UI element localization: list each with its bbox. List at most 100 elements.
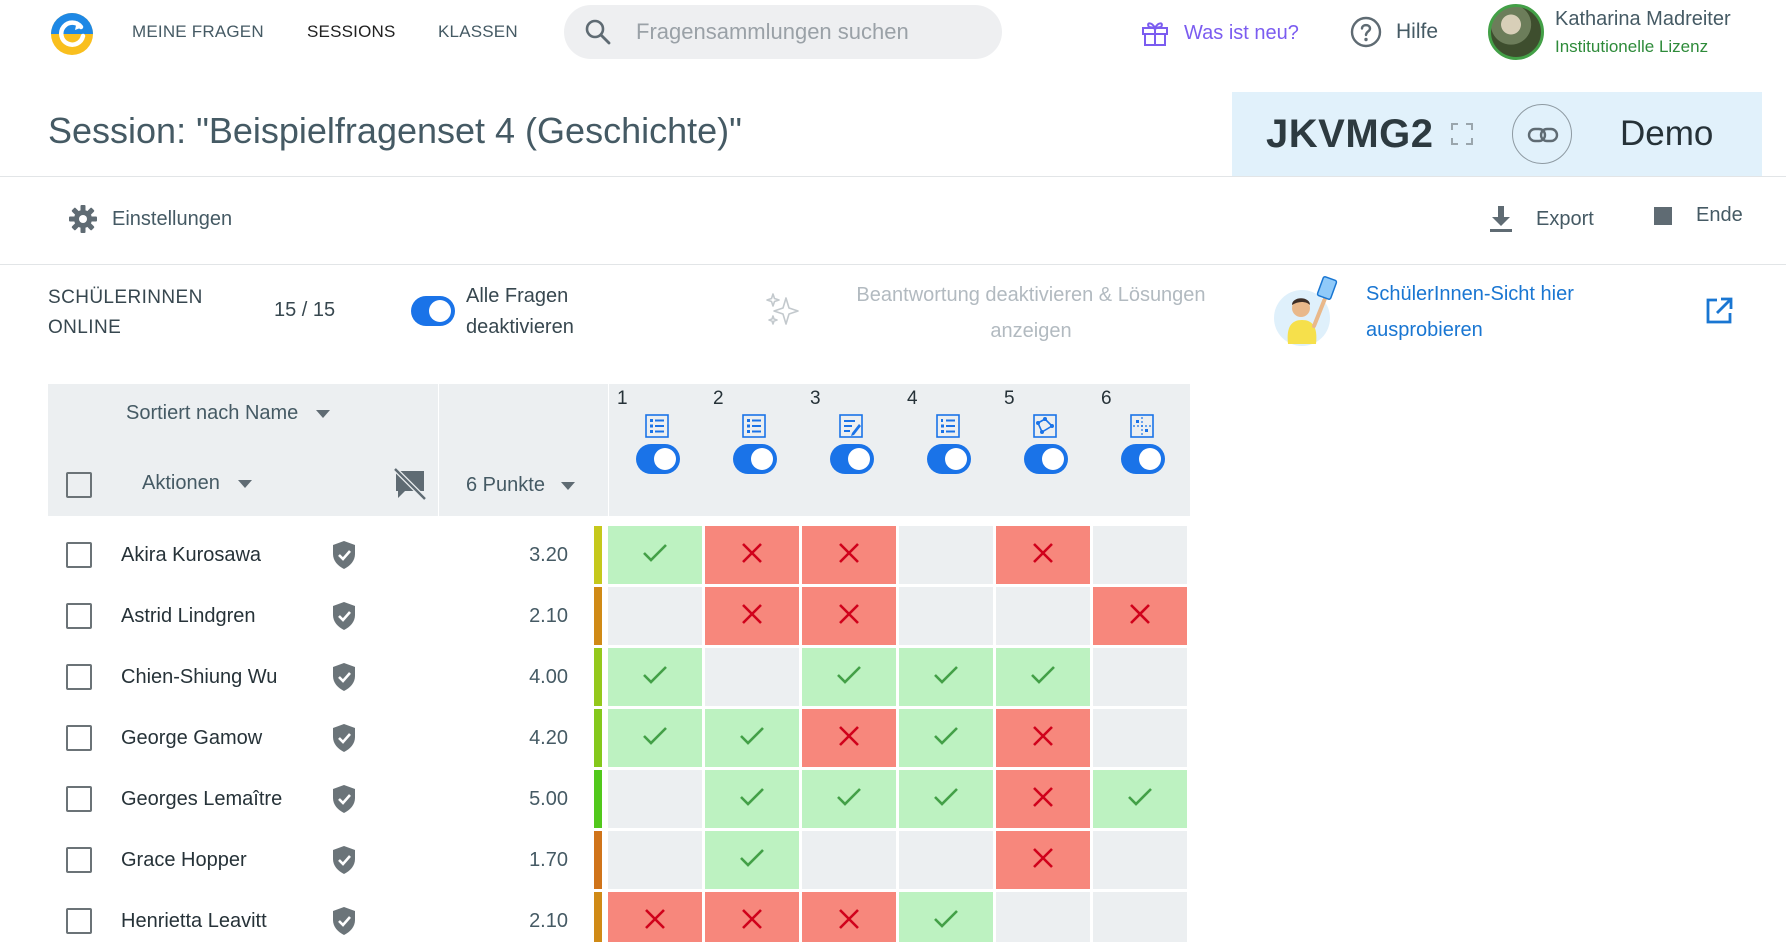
cross-icon: [1032, 725, 1054, 752]
student-name[interactable]: Grace Hopper: [121, 849, 247, 871]
answer-cell-q6[interactable]: [1093, 770, 1187, 828]
answer-cell-q5[interactable]: [996, 709, 1090, 767]
question-toggle-4[interactable]: [927, 444, 971, 474]
check-icon: [739, 726, 765, 751]
answer-cell-q2[interactable]: [705, 892, 799, 942]
answer-cell-q3[interactable]: [802, 587, 896, 645]
question-number: 4: [907, 388, 918, 409]
answer-cell-q1[interactable]: [608, 648, 702, 706]
row-checkbox[interactable]: [66, 603, 92, 629]
sort-dropdown[interactable]: Sortiert nach Name: [126, 402, 331, 425]
answer-cell-q4[interactable]: [899, 587, 993, 645]
check-icon: [739, 848, 765, 873]
student-name[interactable]: Chien-Shiung Wu: [121, 666, 278, 688]
answer-cell-q3[interactable]: [802, 831, 896, 889]
question-number: 3: [810, 388, 821, 409]
avatar[interactable]: [1488, 4, 1544, 60]
answer-cell-q3[interactable]: [802, 709, 896, 767]
score-bar: [594, 587, 602, 645]
answer-cell-q6[interactable]: [1093, 892, 1187, 942]
answer-cell-q2[interactable]: [705, 526, 799, 584]
answer-cell-q4[interactable]: [899, 526, 993, 584]
reveal-solutions-button[interactable]: Beantwortung deaktivieren & Lösungen anz…: [856, 284, 1206, 342]
answer-cell-q4[interactable]: [899, 648, 993, 706]
end-session-button[interactable]: Ende: [1652, 204, 1743, 227]
row-checkbox[interactable]: [66, 542, 92, 568]
row-checkbox[interactable]: [66, 786, 92, 812]
nav-klassen[interactable]: KLASSEN: [438, 22, 518, 41]
answer-cell-q3[interactable]: [802, 526, 896, 584]
app-logo-icon[interactable]: [50, 12, 94, 56]
student-illustration-icon: [1274, 276, 1338, 346]
question-toggle-6[interactable]: [1121, 444, 1165, 474]
fullscreen-icon[interactable]: [1450, 122, 1474, 146]
session-mode: Demo: [1620, 114, 1714, 153]
answer-cell-q6[interactable]: [1093, 709, 1187, 767]
answer-cell-q1[interactable]: [608, 587, 702, 645]
external-link-icon[interactable]: [1704, 296, 1734, 326]
answer-cell-q6[interactable]: [1093, 648, 1187, 706]
answer-cell-q4[interactable]: [899, 709, 993, 767]
answer-cell-q1[interactable]: [608, 526, 702, 584]
answer-cell-q6[interactable]: [1093, 587, 1187, 645]
gear-icon: [69, 205, 97, 233]
select-all-checkbox[interactable]: [66, 472, 92, 498]
row-checkbox[interactable]: [66, 908, 92, 934]
nav-sessions[interactable]: SESSIONS: [307, 22, 396, 41]
answer-cell-q4[interactable]: [899, 892, 993, 942]
help-button[interactable]: Hilfe: [1350, 16, 1438, 48]
settings-button[interactable]: Einstellungen: [68, 204, 232, 234]
points-dropdown[interactable]: 6 Punkte: [466, 474, 575, 497]
answer-cell-q3[interactable]: [802, 770, 896, 828]
actions-dropdown[interactable]: Aktionen: [142, 472, 252, 495]
answer-cell-q6[interactable]: [1093, 526, 1187, 584]
header-divider: [438, 384, 439, 516]
answer-cell-q1[interactable]: [608, 770, 702, 828]
student-name[interactable]: Henrietta Leavitt: [121, 910, 267, 932]
check-icon: [933, 726, 959, 751]
answer-cell-q4[interactable]: [899, 770, 993, 828]
answer-cell-q1[interactable]: [608, 831, 702, 889]
search-input[interactable]: [636, 15, 986, 49]
student-name[interactable]: George Gamow: [121, 727, 263, 749]
question-toggle-5[interactable]: [1024, 444, 1068, 474]
answer-cell-q3[interactable]: [802, 648, 896, 706]
question-toggle-2[interactable]: [733, 444, 777, 474]
deactivate-all-label: Alle Fragen deaktivieren: [466, 285, 574, 338]
answer-cell-q5[interactable]: [996, 648, 1090, 706]
question-toggle-1[interactable]: [636, 444, 680, 474]
student-name[interactable]: Astrid Lindgren: [121, 605, 256, 627]
export-button[interactable]: Export: [1488, 204, 1594, 234]
answer-cell-q5[interactable]: [996, 587, 1090, 645]
answer-cell-q5[interactable]: [996, 831, 1090, 889]
answer-cell-q1[interactable]: [608, 709, 702, 767]
student-name[interactable]: Georges Lemaître: [121, 788, 283, 810]
answer-cell-q4[interactable]: [899, 831, 993, 889]
answer-cell-q1[interactable]: [608, 892, 702, 942]
answer-cell-q5[interactable]: [996, 526, 1090, 584]
answer-cell-q2[interactable]: [705, 648, 799, 706]
student-view-link[interactable]: SchülerInnen-Sicht hier ausprobieren: [1366, 283, 1574, 341]
answer-cell-q6[interactable]: [1093, 831, 1187, 889]
cross-icon: [1032, 847, 1054, 874]
row-checkbox[interactable]: [66, 664, 92, 690]
table-row: Akira Kurosawa 3.20: [48, 526, 1190, 584]
chat-off-icon[interactable]: [393, 467, 427, 501]
question-toggle-3[interactable]: [830, 444, 874, 474]
student-name[interactable]: Akira Kurosawa: [121, 544, 262, 566]
nav-meine-fragen[interactable]: MEINE FRAGEN: [132, 22, 264, 41]
answer-cell-q2[interactable]: [705, 587, 799, 645]
answer-cell-q5[interactable]: [996, 892, 1090, 942]
deactivate-all-toggle[interactable]: [411, 296, 455, 326]
answer-cell-q3[interactable]: [802, 892, 896, 942]
copy-link-button[interactable]: [1512, 104, 1572, 164]
whats-new-button[interactable]: Was ist neu?: [1140, 18, 1299, 48]
user-name[interactable]: Katharina Madreiter: [1555, 8, 1731, 30]
answer-cell-q2[interactable]: [705, 770, 799, 828]
row-checkbox[interactable]: [66, 725, 92, 751]
settings-label: Einstellungen: [112, 207, 233, 230]
answer-cell-q2[interactable]: [705, 831, 799, 889]
answer-cell-q5[interactable]: [996, 770, 1090, 828]
answer-cell-q2[interactable]: [705, 709, 799, 767]
row-checkbox[interactable]: [66, 847, 92, 873]
